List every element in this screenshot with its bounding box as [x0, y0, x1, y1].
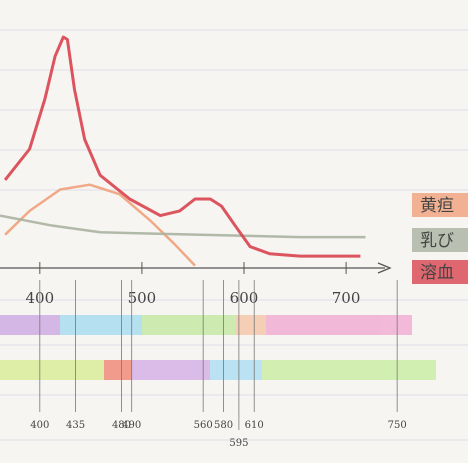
legend-label: 溶血: [420, 263, 454, 283]
wavelength-label: 595: [229, 438, 248, 449]
axis-arrow: [377, 262, 392, 274]
wavelength-label: 490: [122, 420, 141, 431]
wavelength-label: 750: [388, 420, 407, 431]
series-line: [0, 214, 366, 239]
legend-swatch: [412, 260, 468, 284]
legend-swatch: [412, 193, 468, 217]
color-band-1: [0, 315, 412, 335]
x-tick-label: 600: [230, 289, 259, 307]
legend-swatch: [412, 228, 468, 252]
wavelength-label: 610: [245, 420, 264, 431]
x-tick-label: 700: [332, 289, 361, 307]
series-line: [4, 183, 196, 267]
color-band-2: [0, 360, 436, 380]
x-tick-label: 500: [128, 289, 157, 307]
wavelength-label: 435: [66, 420, 85, 431]
legend-label: 黄疸: [420, 196, 454, 216]
wavelength-label: 400: [30, 420, 49, 431]
wavelength-label: 560: [194, 420, 213, 431]
series-line: [3, 35, 361, 258]
legend-label: 乳び: [420, 231, 454, 251]
wavelength-label: 580: [214, 420, 233, 431]
wavelength-label: 480: [112, 420, 131, 431]
